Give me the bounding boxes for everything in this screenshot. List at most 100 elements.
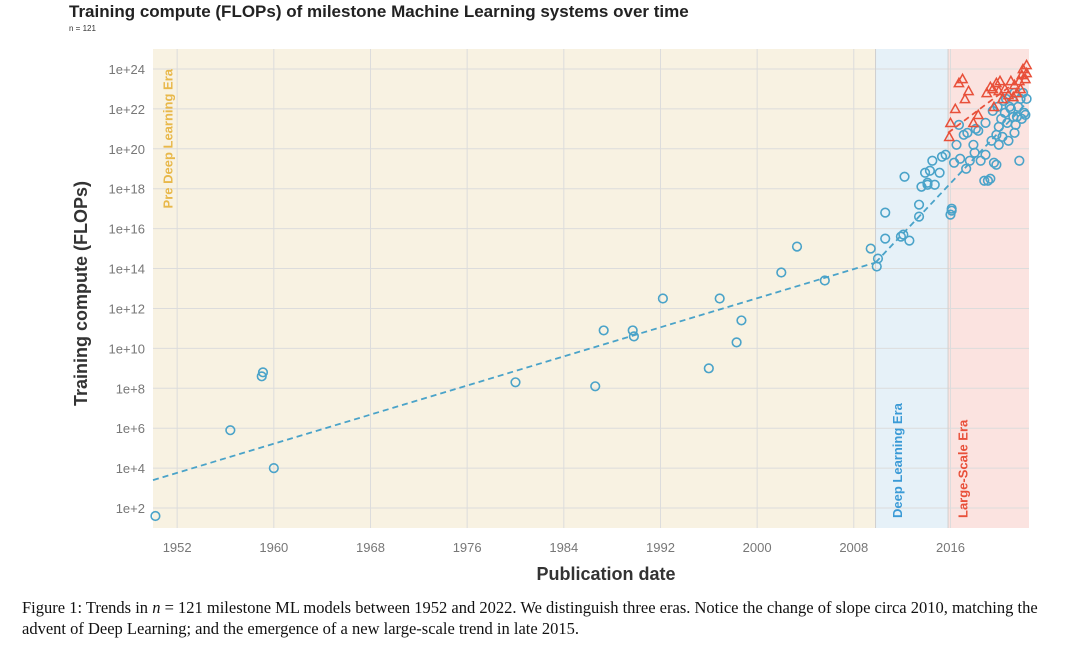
data-point-circle: [819, 275, 830, 286]
era-band-1: [875, 49, 949, 528]
data-point-circle: [225, 425, 236, 436]
data-point-circle: [955, 153, 966, 164]
data-point-circle: [969, 147, 980, 158]
era-band-0: [153, 49, 876, 528]
data-point-circle: [904, 235, 915, 246]
data-point-circle: [257, 367, 269, 378]
data-point-triangle: [1019, 72, 1032, 84]
x-tick-label: 1960: [259, 540, 288, 555]
data-point-circle: [993, 139, 1004, 150]
data-point-circle: [924, 165, 936, 176]
data-point-circle: [964, 155, 975, 166]
data-point-circle: [714, 293, 725, 304]
data-point-circle: [913, 211, 925, 222]
data-point-triangle: [967, 116, 980, 128]
data-point-circle: [980, 117, 991, 128]
x-tick-label: 1992: [646, 540, 675, 555]
data-point-circle: [776, 267, 787, 278]
data-point-triangle: [943, 130, 956, 142]
y-tick-label: 1e+22: [108, 102, 145, 117]
data-point-circle: [988, 157, 1000, 168]
chart-subtitle: n = 121: [69, 24, 96, 33]
data-point-triangle: [1014, 82, 1027, 94]
y-tick-label: 1e+20: [108, 142, 145, 157]
caption-text: = 121 milestone ML models between 1952 a…: [22, 598, 1038, 638]
data-point-circle: [899, 171, 910, 182]
data-point-triangle: [1002, 88, 1015, 100]
data-point-circle: [979, 175, 990, 186]
x-tick-label: 1976: [453, 540, 482, 555]
data-point-circle: [791, 241, 803, 252]
data-point-circle: [970, 123, 981, 134]
data-point-triangle: [1007, 90, 1020, 102]
data-point-circle: [961, 163, 972, 174]
y-tick-label: 1e+2: [116, 501, 145, 516]
x-tick-label: 1968: [356, 540, 385, 555]
data-point-circle: [1014, 155, 1025, 166]
data-point-circle: [731, 337, 742, 348]
data-point-triangle: [998, 82, 1011, 94]
data-point-circle: [880, 233, 891, 244]
data-point-circle: [962, 127, 973, 138]
data-point-circle: [590, 381, 601, 392]
data-point-circle: [703, 363, 714, 374]
data-point-triangle: [972, 108, 985, 120]
y-axis-label: Training compute (FLOPs): [71, 181, 91, 406]
data-point-circle: [736, 315, 747, 326]
data-point-circle: [872, 253, 884, 264]
data-point-circle: [913, 199, 925, 210]
chart-title: Training compute (FLOPs) of milestone Ma…: [69, 2, 689, 21]
data-point-triangle: [1005, 74, 1017, 86]
era-label-1: Deep Learning Era: [890, 402, 905, 518]
data-point-circle: [880, 207, 891, 218]
data-point-circle: [975, 155, 986, 166]
trend-line-pre-deep-learning: [152, 261, 876, 481]
data-point-triangle: [990, 76, 1003, 88]
data-point-circle: [268, 463, 279, 474]
data-point-circle: [980, 149, 991, 160]
data-point-circle: [929, 179, 940, 190]
caption-n-variable: n: [152, 598, 161, 617]
era-label-2: Large-Scale Era: [955, 419, 970, 518]
data-point-circle: [991, 159, 1002, 170]
x-tick-label: 2016: [936, 540, 965, 555]
data-point-triangle: [949, 102, 962, 114]
data-point-circle: [1020, 109, 1031, 120]
y-tick-label: 1e+16: [108, 222, 145, 237]
y-tick-label: 1e+18: [108, 182, 145, 197]
caption-prefix: Figure 1: Trends in: [22, 598, 153, 617]
data-point-circle: [510, 377, 521, 388]
y-tick-label: 1e+12: [108, 301, 145, 316]
data-point-triangle: [944, 116, 957, 128]
data-point-circle: [627, 325, 638, 336]
data-point-circle: [927, 155, 938, 166]
data-point-circle: [628, 331, 639, 342]
y-tick-label: 1e+6: [116, 421, 145, 436]
data-point-circle: [657, 293, 668, 304]
data-point-circle: [598, 325, 609, 336]
data-point-circle: [940, 149, 951, 160]
chart-svg: Pre Deep Learning Era Deep Learning Era La…: [71, 49, 1033, 584]
y-tick-label: 1e+24: [108, 62, 145, 77]
figure-caption: Figure 1: Trends in n = 121 milestone ML…: [22, 597, 1072, 639]
data-point-circle: [1010, 119, 1021, 130]
data-point-triangle: [956, 72, 969, 84]
data-point-circle: [985, 173, 996, 184]
data-point-circle: [919, 167, 931, 178]
data-point-circle: [946, 205, 957, 216]
era-label-0: Pre Deep Learning Era: [160, 68, 175, 208]
data-point-triangle: [962, 84, 975, 96]
data-point-triangle: [1015, 68, 1028, 80]
y-tick-label: 1e+10: [108, 341, 145, 356]
data-point-circle: [922, 177, 933, 188]
data-point-circle: [982, 175, 994, 186]
data-point-triangle: [994, 74, 1006, 86]
x-axis-label: Publication date: [536, 564, 675, 584]
data-point-triangle: [986, 82, 999, 94]
data-point-circle: [865, 243, 876, 254]
data-point-circle: [934, 167, 945, 178]
data-point-circle: [951, 139, 962, 150]
data-point-circle: [898, 229, 909, 240]
y-tick-label: 1e+8: [116, 381, 145, 396]
y-tick-label: 1e+14: [108, 262, 145, 277]
